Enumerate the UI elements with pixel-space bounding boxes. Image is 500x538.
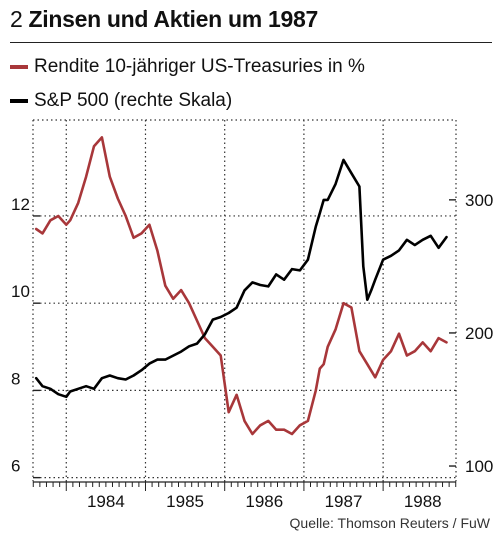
legend-swatch-sp500 <box>10 99 28 103</box>
sp500-line <box>34 158 448 399</box>
left-tick-label-10: 10 <box>11 282 30 301</box>
x-tick-label-1984: 1984 <box>87 492 125 511</box>
source-note: Quelle: Thomson Reuters / FuW <box>289 515 490 531</box>
chart-number: 2 <box>10 6 23 32</box>
x-tick-label-1985: 1985 <box>166 492 204 511</box>
legend-label-yield: Rendite 10-jähriger US-Treasuries in % <box>34 56 365 77</box>
x-tick-label-1987: 1987 <box>325 492 363 511</box>
x-tick-label-1986: 1986 <box>245 492 283 511</box>
left-tick-label-12: 12 <box>11 195 30 214</box>
title-divider <box>10 42 492 43</box>
chart-title: 2 Zinsen und Aktien um 1987 <box>10 6 318 33</box>
x-tick-label-1988: 1988 <box>404 492 442 511</box>
legend-item-sp500: S&P 500 (rechte Skala) <box>10 90 232 112</box>
left-tick-label-8: 8 <box>11 369 20 388</box>
yield-line <box>34 136 448 436</box>
right-tick-label-300: 300 <box>465 191 493 210</box>
right-tick-label-200: 200 <box>465 324 493 343</box>
legend-swatch-yield <box>10 65 28 69</box>
legend-item-yield: Rendite 10-jähriger US-Treasuries in % <box>10 56 365 78</box>
left-tick-label-6: 6 <box>11 457 20 476</box>
right-tick-label-100: 100 <box>465 457 493 476</box>
legend-label-sp500: S&P 500 (rechte Skala) <box>34 90 233 111</box>
chart-title-text: Zinsen und Aktien um 1987 <box>28 6 319 32</box>
